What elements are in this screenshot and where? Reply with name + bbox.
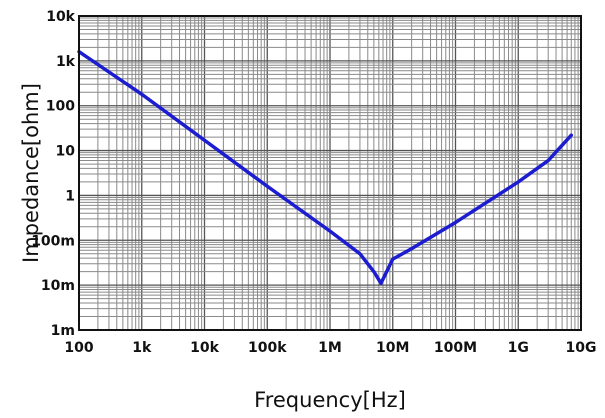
x-tick-label: 10M (376, 340, 409, 356)
x-tick-label: 1k (132, 340, 152, 356)
x-axis-label: Frequency[Hz] (254, 388, 406, 412)
y-tick-label: 1 (65, 188, 75, 204)
y-tick-label: 1m (51, 323, 75, 339)
x-tick-label: 10k (190, 340, 219, 356)
y-tick-label: 10 (56, 144, 76, 160)
x-tick-label: 1G (508, 340, 529, 356)
x-tick-label: 100 (64, 340, 93, 356)
y-tick-label: 100 (46, 99, 75, 115)
x-tick-label: 100k (248, 340, 287, 356)
y-axis-label: Impedance[ohm] (19, 83, 43, 263)
y-tick-label: 100m (31, 233, 75, 249)
x-tick-label: 100M (434, 340, 477, 356)
tick-label-layer: 100 1k 10k 100k 1M 10M 100M 1G 10G 1m 10m 100m 1 10 10… (31, 9, 596, 356)
y-tick-label: 1k (56, 54, 76, 70)
series-line-impedance (77, 49, 574, 286)
plot-frame (78, 15, 582, 331)
y-tick-label: 10k (46, 9, 75, 25)
y-tick-label: 10m (41, 278, 75, 294)
x-tick-label: 10G (566, 340, 597, 356)
x-tick-label: 1M (318, 340, 342, 356)
